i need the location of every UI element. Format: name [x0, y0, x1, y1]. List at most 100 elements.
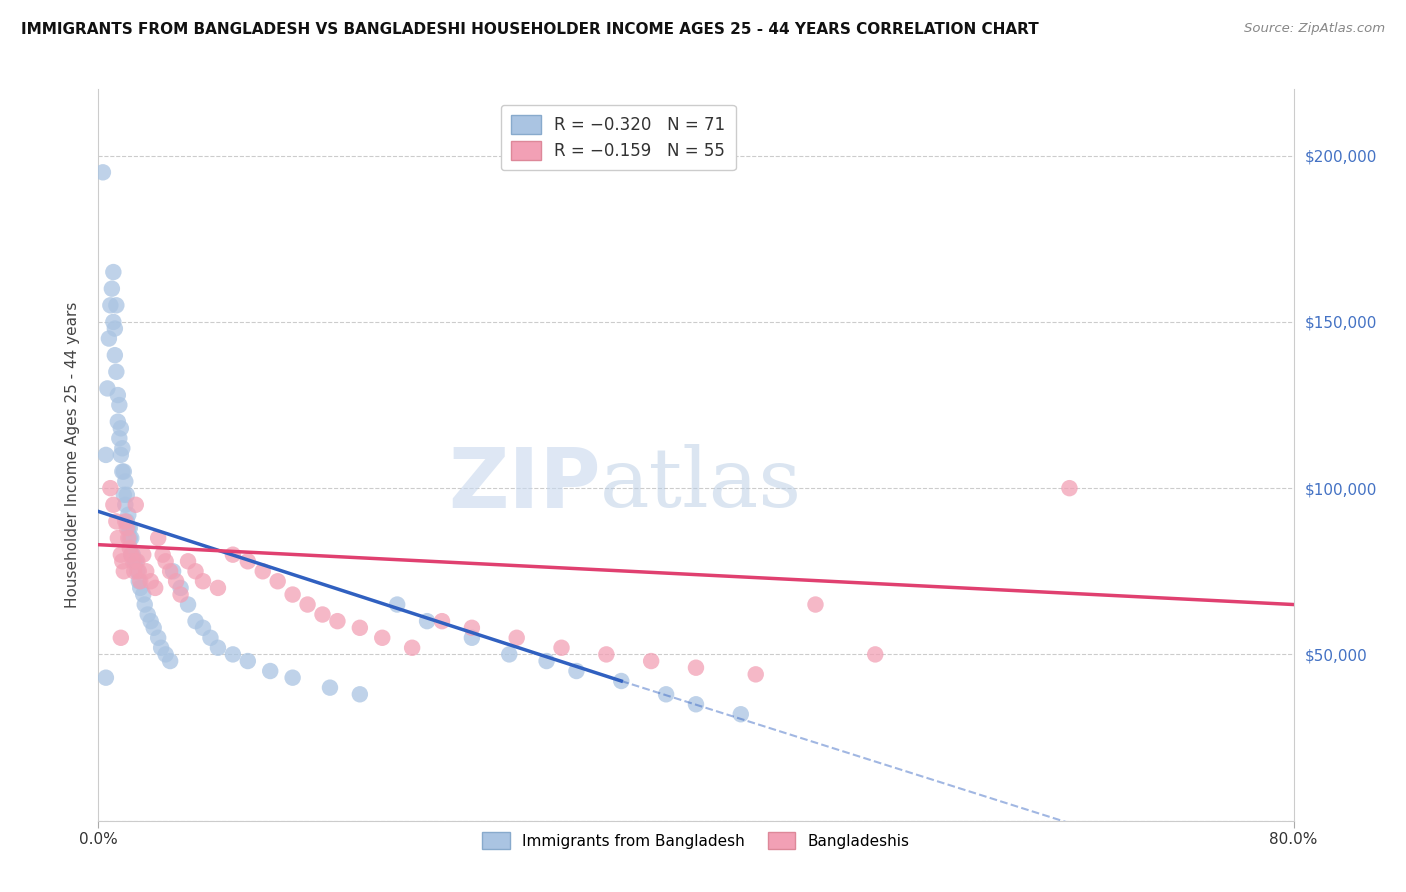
Point — [148, 631, 170, 645]
Point — [595, 648, 617, 662]
Point — [506, 631, 529, 645]
Point — [865, 648, 887, 662]
Point — [103, 265, 125, 279]
Point — [110, 548, 132, 562]
Point — [177, 554, 200, 568]
Point — [349, 687, 371, 701]
Point — [125, 554, 148, 568]
Point — [169, 588, 191, 602]
Point — [222, 648, 245, 662]
Point — [461, 621, 484, 635]
Point — [177, 598, 200, 612]
Point — [150, 640, 173, 655]
Point — [117, 531, 139, 545]
Point — [267, 574, 290, 589]
Point — [655, 687, 678, 701]
Point — [129, 574, 152, 589]
Point — [319, 681, 342, 695]
Point — [103, 315, 125, 329]
Point — [745, 667, 768, 681]
Point — [430, 614, 453, 628]
Point — [128, 564, 150, 578]
Point — [120, 548, 142, 562]
Point — [120, 531, 142, 545]
Point — [121, 548, 143, 562]
Point — [200, 631, 222, 645]
Point — [136, 607, 159, 622]
Point — [112, 465, 135, 479]
Point — [98, 481, 122, 495]
Point — [111, 442, 134, 456]
Point — [128, 574, 150, 589]
Text: IMMIGRANTS FROM BANGLADESH VS BANGLADESHI HOUSEHOLDER INCOME AGES 25 - 44 YEARS : IMMIGRANTS FROM BANGLADESH VS BANGLADESH… — [21, 22, 1039, 37]
Point — [107, 415, 129, 429]
Point — [207, 581, 229, 595]
Point — [385, 598, 409, 612]
Point — [297, 598, 319, 612]
Point — [97, 332, 120, 346]
Point — [108, 431, 131, 445]
Point — [132, 588, 155, 602]
Point — [401, 640, 423, 655]
Point — [124, 564, 146, 578]
Point — [139, 614, 162, 628]
Point — [118, 541, 141, 555]
Point — [114, 475, 136, 489]
Point — [259, 664, 281, 678]
Point — [143, 581, 166, 595]
Point — [124, 554, 146, 568]
Point — [281, 671, 304, 685]
Point — [159, 564, 181, 578]
Y-axis label: Householder Income Ages 25 - 44 years: Householder Income Ages 25 - 44 years — [65, 301, 80, 608]
Point — [184, 564, 207, 578]
Point — [115, 488, 138, 502]
Point — [565, 664, 588, 678]
Point — [115, 521, 138, 535]
Point — [112, 488, 135, 502]
Point — [105, 298, 128, 312]
Point — [730, 707, 752, 722]
Point — [104, 321, 127, 335]
Point — [127, 554, 149, 568]
Point — [111, 554, 134, 568]
Point — [191, 574, 214, 589]
Point — [536, 654, 558, 668]
Point — [112, 564, 135, 578]
Point — [640, 654, 662, 668]
Point — [685, 661, 707, 675]
Point — [498, 648, 520, 662]
Point — [610, 673, 633, 688]
Point — [101, 282, 124, 296]
Point — [191, 621, 214, 635]
Point — [152, 548, 174, 562]
Point — [94, 448, 117, 462]
Point — [139, 574, 162, 589]
Point — [1059, 481, 1081, 495]
Point — [132, 548, 155, 562]
Point — [804, 598, 827, 612]
Legend: Immigrants from Bangladesh, Bangladeshis: Immigrants from Bangladesh, Bangladeshis — [475, 824, 917, 857]
Point — [252, 564, 274, 578]
Point — [121, 554, 143, 568]
Point — [114, 498, 136, 512]
Point — [184, 614, 207, 628]
Point — [135, 564, 157, 578]
Point — [110, 631, 132, 645]
Point — [165, 574, 187, 589]
Point — [371, 631, 394, 645]
Point — [159, 654, 181, 668]
Point — [108, 398, 131, 412]
Point — [685, 698, 707, 712]
Point — [127, 564, 149, 578]
Point — [148, 531, 170, 545]
Point — [281, 588, 304, 602]
Point — [162, 564, 184, 578]
Point — [222, 548, 245, 562]
Point — [114, 515, 136, 529]
Point — [169, 581, 191, 595]
Point — [349, 621, 371, 635]
Point — [104, 348, 127, 362]
Point — [96, 381, 118, 395]
Point — [110, 448, 132, 462]
Point — [142, 621, 165, 635]
